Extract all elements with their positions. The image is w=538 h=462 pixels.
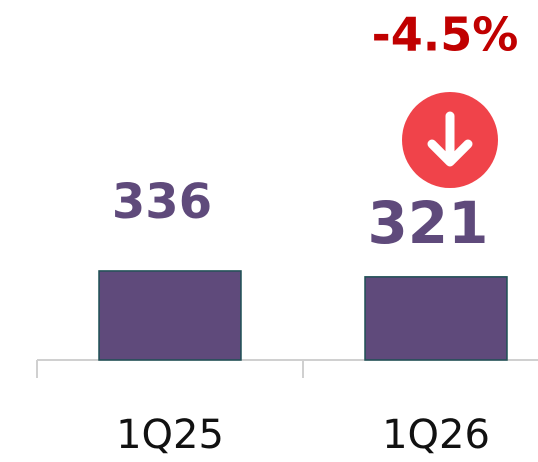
down-arrow-icon xyxy=(402,92,498,188)
bar xyxy=(364,276,508,361)
x-tick-label: 1Q26 xyxy=(382,412,490,458)
x-tick-label: 1Q25 xyxy=(116,412,224,458)
value-label: 321 xyxy=(367,189,488,257)
change-annotation: -4.5% xyxy=(372,8,519,62)
bar xyxy=(98,270,242,361)
value-label: 336 xyxy=(112,174,212,230)
